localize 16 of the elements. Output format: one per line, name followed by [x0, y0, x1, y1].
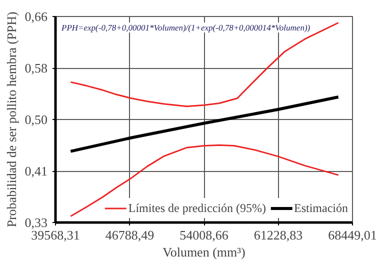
- y-axis-title: Probabilidad de ser pollito hembra (PPH): [4, 12, 19, 228]
- x-tick-label: 61228,83: [254, 228, 303, 242]
- x-axis-title: Volumen (mm³): [162, 244, 246, 260]
- line-series: [69, 96, 340, 153]
- legend-label: Límites de predicción (95%): [128, 200, 266, 216]
- legend-label: Estimación: [294, 200, 348, 216]
- x-tick-label: 68449,01: [328, 228, 377, 242]
- x-tick-label: 46788,49: [105, 228, 154, 242]
- x-tick-label: 39568,31: [31, 228, 80, 242]
- y-tick-label: 0,33: [24, 215, 48, 230]
- y-tick-label: 0,58: [24, 60, 48, 76]
- annotation: PPH=exp(-0,78+0,00001*Volumen)/(1+exp(-0,78+0,000014*Volumen)): [60, 22, 310, 32]
- y-tick-label: 0,50: [24, 112, 48, 127]
- y-tick-label: 0,41: [24, 164, 48, 178]
- x-tick-label: 54008,66: [180, 228, 229, 242]
- y-tick-label: 0,66: [24, 9, 48, 24]
